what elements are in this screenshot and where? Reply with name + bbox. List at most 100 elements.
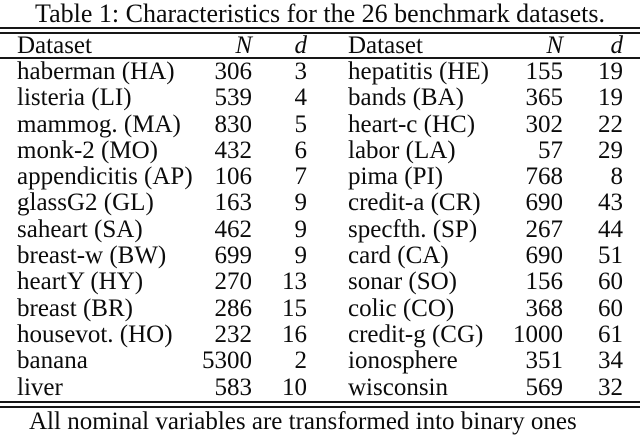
table-footnote: All nominal variables are transformed in…	[29, 408, 577, 435]
dataset-name-cell: saheart (SA)	[17, 215, 143, 243]
dataset-name-cell: ionosphere	[348, 347, 458, 375]
d-value-cell: 43	[598, 189, 623, 217]
d-value-cell: 60	[598, 294, 623, 322]
table-body: haberman (HA) 306 3 hepatitis (HE) 155 19 list…	[0, 58, 640, 401]
table-row: liver 583 10 wisconsin 569 32	[0, 373, 640, 401]
n-value-cell: 286	[214, 294, 253, 322]
dataset-name-cell: housevot. (HO)	[17, 320, 173, 348]
d-value-cell: 51	[598, 242, 623, 270]
n-value-cell: 432	[214, 136, 253, 164]
dataset-name-cell: monk-2 (MO)	[17, 136, 158, 164]
column-header-n-4: N	[546, 32, 563, 59]
n-value-cell: 5300	[202, 347, 252, 375]
table-row: breast (BR) 286 15 colic (CO) 368 60	[0, 294, 640, 322]
table-row: appendicitis (AP) 106 7 pima (PI) 768 8	[0, 163, 640, 191]
dataset-name-cell: banana	[17, 347, 88, 375]
n-value-cell: 365	[525, 84, 564, 112]
d-value-cell: 61	[598, 320, 623, 348]
d-value-cell: 60	[598, 268, 623, 296]
dataset-name-cell: glassG2 (GL)	[17, 189, 154, 217]
dataset-name-cell: sonar (SO)	[348, 268, 458, 296]
d-value-cell: 9	[294, 215, 308, 243]
table-row: glassG2 (GL) 163 9 credit-a (CR) 690 43	[0, 189, 640, 217]
column-header-n-1: N	[235, 32, 252, 59]
n-value-cell: 306	[214, 58, 253, 85]
top-double-rule	[0, 27, 640, 34]
dataset-name-cell: heartY (HY)	[17, 268, 144, 296]
n-value-cell: 155	[525, 58, 564, 85]
d-value-cell: 4	[294, 84, 308, 112]
table-row: housevot. (HO) 232 16 credit-g (CG) 1000 61	[0, 320, 640, 348]
d-value-cell: 19	[598, 58, 623, 85]
d-value-cell: 19	[598, 84, 623, 112]
dataset-name-cell: listeria (LI)	[17, 84, 132, 112]
table-row: breast-w (BW) 699 9 card (CA) 690 51	[0, 242, 640, 270]
n-value-cell: 569	[525, 373, 564, 401]
n-value-cell: 156	[525, 268, 564, 296]
table-row: haberman (HA) 306 3 hepatitis (HE) 155 19	[0, 58, 640, 85]
n-value-cell: 351	[525, 347, 564, 375]
n-value-cell: 539	[214, 84, 253, 112]
dataset-name-cell: colic (CO)	[348, 294, 455, 322]
n-value-cell: 690	[525, 189, 564, 217]
n-value-cell: 163	[214, 189, 253, 217]
n-value-cell: 267	[525, 215, 564, 243]
table-row: saheart (SA) 462 9 specfth. (SP) 267 44	[0, 215, 640, 243]
n-value-cell: 232	[214, 320, 253, 348]
column-header-dataset-3: Dataset	[348, 32, 423, 59]
dataset-name-cell: breast-w (BW)	[17, 242, 167, 270]
d-value-cell: 9	[294, 189, 308, 217]
dataset-name-cell: credit-g (CG)	[348, 320, 484, 348]
dataset-name-cell: credit-a (CR)	[348, 189, 481, 217]
d-value-cell: 7	[294, 163, 308, 191]
table-row: heartY (HY) 270 13 sonar (SO) 156 60	[0, 268, 640, 296]
table-row: mammog. (MA) 830 5 heart-c (HC) 302 22	[0, 110, 640, 138]
column-gap	[307, 269, 348, 295]
column-header-d-5: d	[610, 32, 624, 59]
n-value-cell: 768	[525, 163, 564, 191]
dataset-name-cell: heart-c (HC)	[348, 110, 476, 138]
column-gap	[307, 85, 348, 111]
column-gap	[307, 217, 348, 243]
column-gap	[307, 59, 348, 85]
n-value-cell: 302	[525, 110, 564, 138]
dataset-name-cell: card (CA)	[348, 242, 449, 270]
column-gap	[307, 375, 348, 401]
d-value-cell: 6	[294, 136, 308, 164]
d-value-cell: 22	[598, 110, 623, 138]
d-value-cell: 10	[282, 373, 307, 401]
dataset-name-cell: specfth. (SP)	[348, 215, 478, 243]
column-gap	[307, 243, 348, 269]
column-gap	[307, 112, 348, 138]
n-value-cell: 462	[214, 215, 253, 243]
d-value-cell: 8	[610, 163, 624, 191]
n-value-cell: 270	[214, 268, 253, 296]
n-value-cell: 57	[538, 136, 563, 164]
d-value-cell: 15	[282, 294, 307, 322]
dataset-name-cell: labor (LA)	[348, 136, 456, 164]
n-value-cell: 106	[214, 163, 253, 191]
column-header-dataset-0: Dataset	[17, 32, 92, 59]
n-value-cell: 690	[525, 242, 564, 270]
column-header-d-2: d	[294, 32, 308, 59]
column-gap	[307, 138, 348, 164]
bottom-double-rule	[0, 401, 640, 408]
d-value-cell: 34	[598, 347, 623, 375]
d-value-cell: 13	[282, 268, 307, 296]
dataset-name-cell: pima (PI)	[348, 163, 444, 191]
d-value-cell: 29	[598, 136, 623, 164]
d-value-cell: 9	[294, 242, 308, 270]
table-row: monk-2 (MO) 432 6 labor (LA) 57 29	[0, 136, 640, 164]
dataset-name-cell: mammog. (MA)	[17, 110, 181, 138]
d-value-cell: 2	[294, 347, 308, 375]
dataset-name-cell: hepatitis (HE)	[348, 58, 489, 85]
table-row: banana 5300 2 ionosphere 351 34	[0, 347, 640, 375]
column-gap	[307, 164, 348, 190]
header-rule	[0, 57, 640, 59]
d-value-cell: 32	[598, 373, 623, 401]
column-gap	[307, 322, 348, 348]
d-value-cell: 3	[294, 58, 308, 85]
n-value-cell: 699	[214, 242, 253, 270]
